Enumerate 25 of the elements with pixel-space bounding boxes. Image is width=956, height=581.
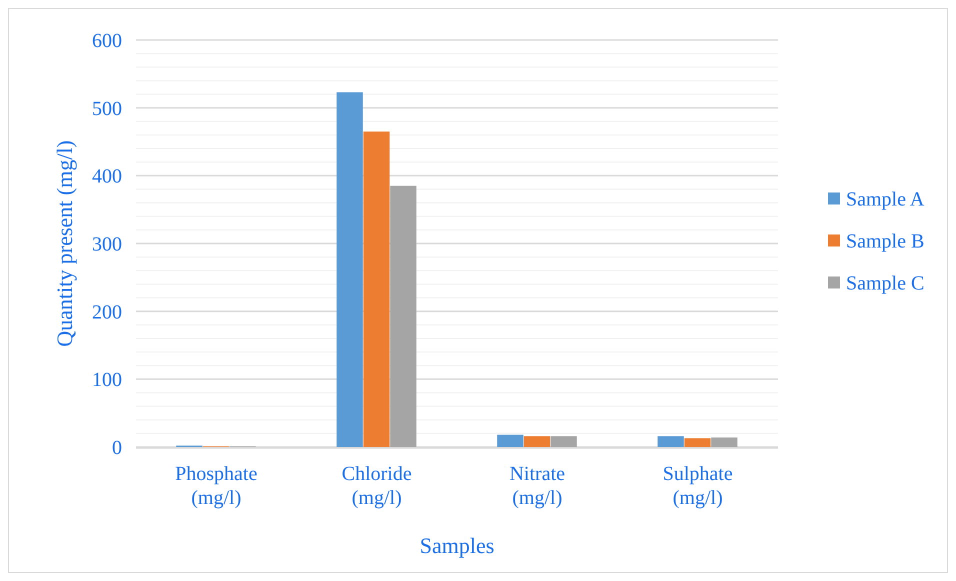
bar <box>336 92 363 447</box>
y-tick-label: 100 <box>92 369 122 392</box>
legend-label: Sample A <box>846 188 925 210</box>
y-axis-title: Quantity present (mg/l) <box>52 140 77 347</box>
legend-label: Sample B <box>846 230 924 252</box>
x-tick-label: Nitrate (mg/l) <box>509 463 566 509</box>
y-tick-label: 500 <box>92 98 122 120</box>
bar <box>684 438 711 447</box>
y-tick-label: 300 <box>92 234 122 256</box>
x-tick-label: Phosphate (mg/l) <box>175 463 258 509</box>
y-tick-label: 0 <box>112 437 122 459</box>
x-axis-title: Samples <box>420 533 494 558</box>
legend-label: Sample C <box>846 272 924 294</box>
bar <box>550 436 577 447</box>
bar <box>390 186 416 447</box>
y-tick-label: 600 <box>92 30 122 52</box>
y-tick-label: 400 <box>92 166 122 188</box>
bar <box>711 438 738 447</box>
x-tick-label: Chloride (mg/l) <box>342 463 412 509</box>
bar <box>658 436 684 447</box>
bar <box>363 132 390 447</box>
x-tick-label: Sulphate (mg/l) <box>662 463 733 509</box>
bar <box>497 434 524 447</box>
y-tick-label: 200 <box>92 301 122 324</box>
bar <box>524 436 550 447</box>
